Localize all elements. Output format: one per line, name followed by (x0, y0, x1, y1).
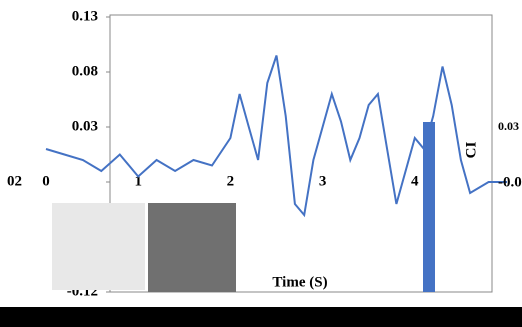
x-tick-label: 0 (42, 173, 50, 189)
overlay-bar (423, 122, 435, 292)
x-tick-label: 4 (411, 173, 419, 189)
y-tick-label: 0.13 (72, 8, 98, 24)
overlay-block (52, 203, 145, 290)
y-tick-label: 0.08 (72, 63, 98, 79)
y-tick-label: 0.03 (72, 118, 98, 134)
x-tick-label: 2 (227, 173, 235, 189)
overlay-block (148, 203, 236, 292)
overlay-strip (0, 307, 522, 327)
right-label: 0.03 (498, 119, 519, 133)
x-axis-title: Time (S) (272, 274, 327, 290)
plot-frame (109, 14, 493, 293)
y-tick-label: 02 (7, 173, 22, 189)
x-tick-label: 1 (134, 173, 142, 189)
line-series (45, 55, 507, 218)
y2-axis-title: CI (463, 142, 479, 159)
x-tick-label: 3 (319, 173, 327, 189)
right-label: -0.0 (498, 174, 522, 190)
